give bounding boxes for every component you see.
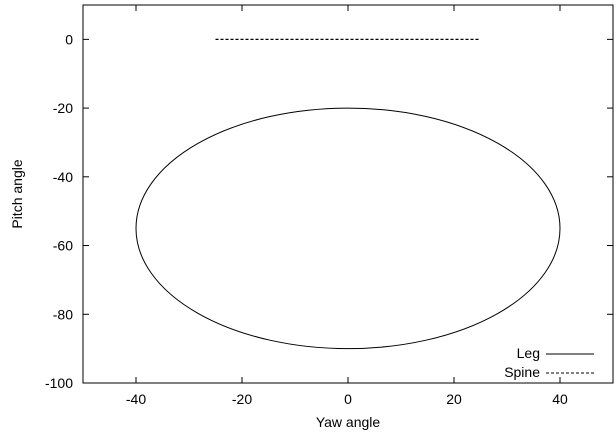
y-tick-label: 0 xyxy=(65,31,73,47)
x-axis-ticks: -40 -20 0 20 40 xyxy=(126,5,568,407)
legend: Leg Spine xyxy=(504,345,594,380)
y-tick-label: -80 xyxy=(53,306,73,322)
y-tick-label: -60 xyxy=(53,238,73,254)
y-axis-label: Pitch angle xyxy=(9,159,25,228)
x-tick-label: 40 xyxy=(552,391,568,407)
x-tick-label: 20 xyxy=(446,391,462,407)
legend-label-leg: Leg xyxy=(517,345,540,361)
y-axis-ticks: 0 -20 -40 -60 -80 -100 xyxy=(45,31,613,391)
x-axis-label: Yaw angle xyxy=(316,414,381,430)
x-tick-label: -20 xyxy=(232,391,252,407)
legend-label-spine: Spine xyxy=(504,364,540,380)
y-tick-label: -40 xyxy=(53,169,73,185)
y-tick-label: -100 xyxy=(45,375,73,391)
x-tick-label: 0 xyxy=(344,391,352,407)
series-layer xyxy=(135,38,561,350)
plot-frame xyxy=(82,4,614,384)
x-tick-label: -40 xyxy=(126,391,146,407)
y-tick-label: -20 xyxy=(53,100,73,116)
series-leg-line xyxy=(135,107,561,350)
